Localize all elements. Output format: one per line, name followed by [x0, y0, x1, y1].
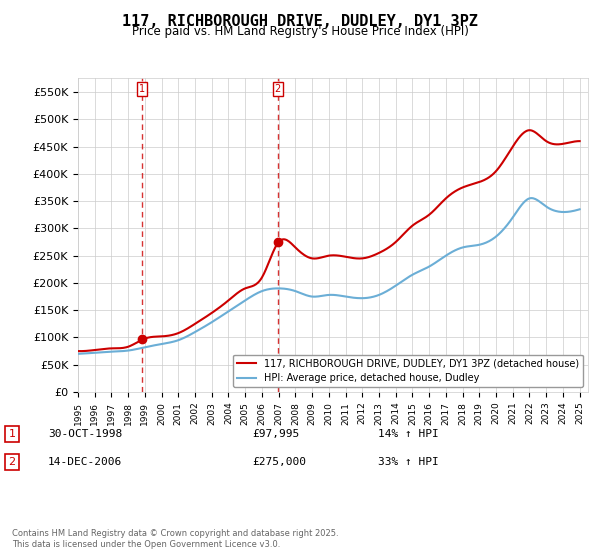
Text: £275,000: £275,000 — [252, 457, 306, 467]
Text: Contains HM Land Registry data © Crown copyright and database right 2025.
This d: Contains HM Land Registry data © Crown c… — [12, 529, 338, 549]
Text: £97,995: £97,995 — [252, 429, 299, 439]
Legend: 117, RICHBOROUGH DRIVE, DUDLEY, DY1 3PZ (detached house), HPI: Average price, de: 117, RICHBOROUGH DRIVE, DUDLEY, DY1 3PZ … — [233, 354, 583, 387]
Text: 1: 1 — [139, 85, 145, 94]
Text: 2: 2 — [8, 457, 16, 467]
Text: 33% ↑ HPI: 33% ↑ HPI — [378, 457, 439, 467]
Text: 14% ↑ HPI: 14% ↑ HPI — [378, 429, 439, 439]
Text: 14-DEC-2006: 14-DEC-2006 — [48, 457, 122, 467]
Text: Price paid vs. HM Land Registry's House Price Index (HPI): Price paid vs. HM Land Registry's House … — [131, 25, 469, 38]
Text: 117, RICHBOROUGH DRIVE, DUDLEY, DY1 3PZ: 117, RICHBOROUGH DRIVE, DUDLEY, DY1 3PZ — [122, 14, 478, 29]
Text: 2: 2 — [275, 85, 281, 94]
Text: 30-OCT-1998: 30-OCT-1998 — [48, 429, 122, 439]
Text: 1: 1 — [8, 429, 16, 439]
